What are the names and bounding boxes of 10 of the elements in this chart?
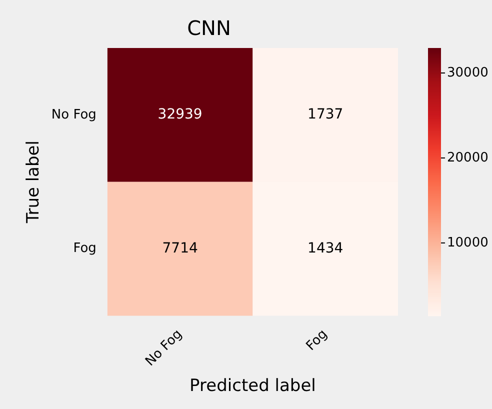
color-bar-label: 10000: [447, 235, 488, 250]
y-axis-title: True label: [24, 140, 44, 224]
data-label: 1737: [308, 106, 344, 123]
data-label: 32939: [158, 106, 202, 123]
data-label: 1434: [308, 240, 344, 256]
color-bar-label: 30000: [447, 65, 488, 80]
data-label: 7714: [162, 240, 198, 256]
x-axis-title: Predicted label: [190, 376, 316, 396]
chart-title: CNN: [187, 16, 231, 40]
color-bar-label: 20000: [447, 150, 488, 166]
